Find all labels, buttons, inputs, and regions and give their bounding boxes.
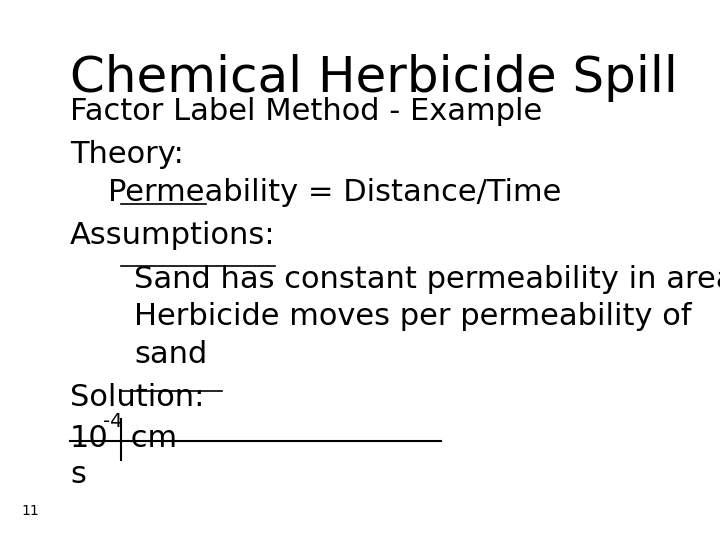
Text: Assumptions:: Assumptions: <box>70 221 276 251</box>
Text: Sand has constant permeability in area: Sand has constant permeability in area <box>135 265 720 294</box>
Text: Solution:: Solution: <box>70 383 204 413</box>
Text: 11: 11 <box>22 504 40 518</box>
Text: sand: sand <box>135 340 208 369</box>
Text: Permeability = Distance/Time: Permeability = Distance/Time <box>107 178 561 207</box>
Text: 10: 10 <box>70 424 109 453</box>
Text: Factor Label Method - Example: Factor Label Method - Example <box>70 97 542 126</box>
Text: -4: -4 <box>103 412 123 431</box>
Text: Herbicide moves per permeability of: Herbicide moves per permeability of <box>135 302 692 332</box>
Text: s: s <box>70 460 86 489</box>
Text: Chemical Herbicide Spill: Chemical Herbicide Spill <box>70 54 678 102</box>
Text: cm: cm <box>121 424 177 453</box>
Text: Theory:: Theory: <box>70 140 184 170</box>
